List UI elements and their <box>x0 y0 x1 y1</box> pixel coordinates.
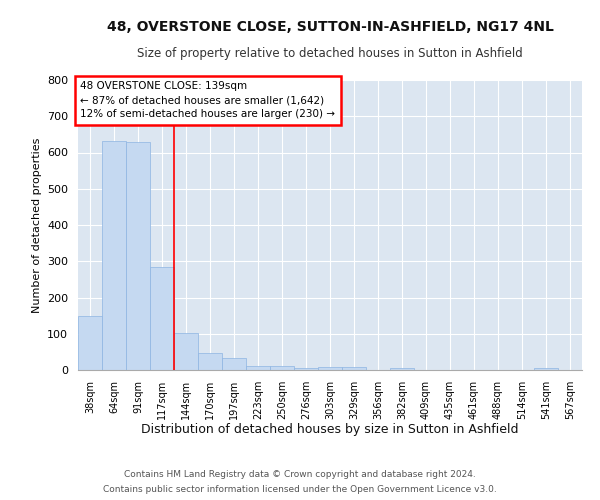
Y-axis label: Number of detached properties: Number of detached properties <box>32 138 41 312</box>
Text: 48 OVERSTONE CLOSE: 139sqm
← 87% of detached houses are smaller (1,642)
12% of s: 48 OVERSTONE CLOSE: 139sqm ← 87% of deta… <box>80 82 335 120</box>
Text: 48, OVERSTONE CLOSE, SUTTON-IN-ASHFIELD, NG17 4NL: 48, OVERSTONE CLOSE, SUTTON-IN-ASHFIELD,… <box>107 20 553 34</box>
Bar <box>150 266 174 370</box>
Bar <box>126 142 150 370</box>
Bar <box>102 141 126 370</box>
Bar <box>174 333 198 370</box>
Bar <box>294 368 318 370</box>
Bar <box>78 316 102 370</box>
Bar <box>198 352 222 370</box>
Text: Contains HM Land Registry data © Crown copyright and database right 2024.: Contains HM Land Registry data © Crown c… <box>124 470 476 479</box>
Bar <box>222 358 246 370</box>
Text: Distribution of detached houses by size in Sutton in Ashfield: Distribution of detached houses by size … <box>141 422 519 436</box>
Bar <box>390 368 414 370</box>
Text: Size of property relative to detached houses in Sutton in Ashfield: Size of property relative to detached ho… <box>137 48 523 60</box>
Bar <box>534 368 558 370</box>
Bar <box>342 367 366 370</box>
Text: Contains public sector information licensed under the Open Government Licence v3: Contains public sector information licen… <box>103 485 497 494</box>
Bar <box>270 366 294 370</box>
Bar <box>318 367 342 370</box>
Bar <box>246 366 270 370</box>
